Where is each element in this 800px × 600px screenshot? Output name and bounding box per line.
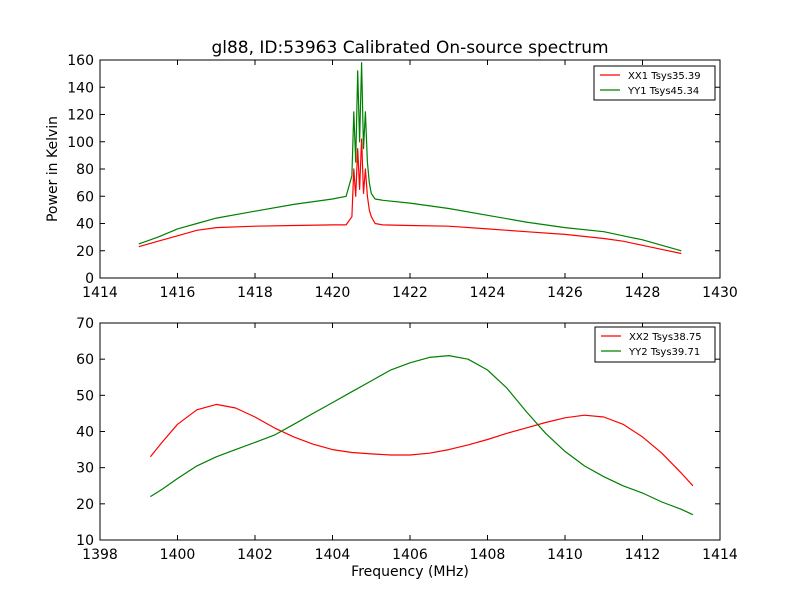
y-tick-label: 20: [76, 244, 94, 260]
x-tick-label: 1402: [237, 547, 273, 563]
x-axis-label: Frequency (MHz): [351, 564, 469, 580]
x-tick-label: 1410: [547, 547, 583, 563]
series-line-xx2: [149, 403, 694, 487]
legend-entry: XX1 Tsys35.39: [628, 71, 701, 82]
x-tick-label: 1418: [237, 285, 273, 301]
x-tick-label: 1420: [315, 285, 351, 301]
x-tick-label: 1414: [702, 547, 738, 563]
x-tick-label: 1408: [470, 547, 506, 563]
x-tick-label: 1416: [160, 285, 196, 301]
x-tick-label: 1426: [547, 285, 583, 301]
top-plot-panel: 1414 1416 1418 1420 1422 1424 1426 1428 1430 0 20 4…: [67, 53, 738, 301]
x-tick-label: 1406: [392, 547, 428, 563]
bottom-plot-panel: 1398 1400 1402 1404 1406 1408 1410 1412 1414 10 20…: [76, 316, 738, 563]
legend-entry: YY1 Tsys45.34: [627, 86, 699, 97]
x-tick-label: 1398: [82, 547, 118, 563]
x-tick-label: 1414: [82, 285, 118, 301]
x-tick-label: 1424: [470, 285, 506, 301]
x-tick-label: 1430: [702, 285, 738, 301]
y-tick-label: 80: [76, 162, 94, 178]
y-tick-label: 20: [76, 497, 94, 513]
series-line-yy1: [138, 62, 682, 252]
x-tick-label: 1422: [392, 285, 428, 301]
y-tick-label: 120: [67, 108, 94, 124]
x-tick-label: 1412: [625, 547, 661, 563]
x-tick-label: 1400: [160, 547, 196, 563]
y-tick-label: 40: [76, 217, 94, 233]
chart-title: gl88, ID:53963 Calibrated On-source spec…: [211, 38, 608, 58]
legend-box: [594, 326, 716, 363]
y-tick-label: 60: [76, 352, 94, 368]
y-tick-label: 140: [67, 80, 94, 96]
y-tick-label: 100: [67, 135, 94, 151]
y-tick-label: 160: [67, 53, 94, 69]
legend-entry: XX2 Tsys38.75: [629, 332, 702, 343]
legend-box: [593, 65, 716, 101]
y-tick-label: 60: [76, 189, 94, 205]
x-tick-label: 1428: [625, 285, 661, 301]
y-tick-label: 10: [76, 533, 94, 549]
y-tick-label: 0: [85, 271, 94, 287]
y-tick-label: 30: [76, 461, 94, 477]
y-tick-label: 50: [76, 388, 94, 404]
x-tick-label: 1404: [315, 547, 351, 563]
legend-entry: YY2 Tsys39.71: [628, 347, 700, 358]
series-line-yy2: [150, 355, 694, 516]
y-tick-label: 40: [76, 425, 94, 441]
y-axis-label: Power in Kelvin: [45, 116, 61, 222]
series-line-xx1: [138, 138, 682, 255]
y-tick-label: 70: [76, 316, 94, 332]
